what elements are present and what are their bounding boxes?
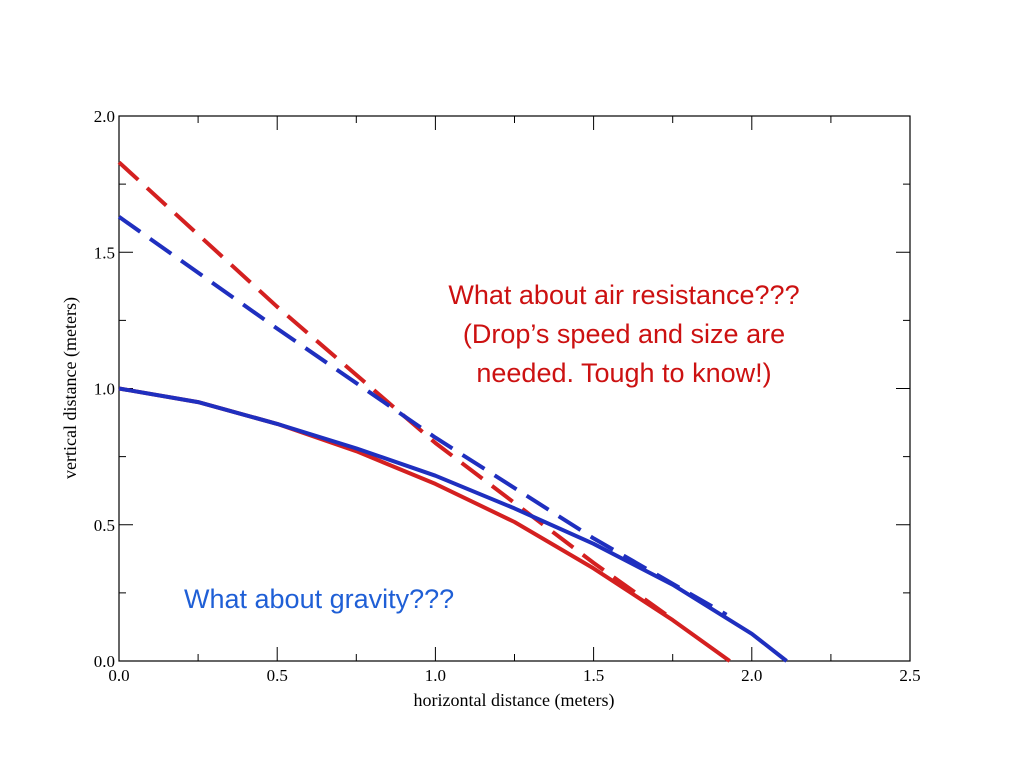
annotation-line: needed. Tough to know!) [476,358,771,388]
y-tick-label: 1.5 [94,243,115,262]
series-line-2 [117,215,728,617]
annotation-line: (Drop’s speed and size are [463,319,785,349]
plot-frame [118,115,911,662]
annotation-line: What about air resistance??? [448,280,799,310]
series-layer [117,160,788,663]
y-tick-label: 1.0 [94,380,115,399]
x-tick-label: 0.5 [267,666,288,685]
x-tick-label: 2.5 [899,666,920,685]
annotation-air-resistance: What about air resistance??? (Drop’s spe… [448,280,799,388]
series-line-4 [118,386,788,663]
y-tick-label: 0.5 [94,516,115,535]
axes: 0.0 0.5 1.0 1.5 2.0 2.5 0.0 0.5 1.0 1.5 2.0 [94,107,921,685]
annotation-line: What about gravity??? [184,584,454,614]
annotation-gravity: What about gravity??? [184,584,454,614]
x-tick-label: 1.5 [583,666,604,685]
y-tick-label: 2.0 [94,107,115,126]
x-tick-label: 1.0 [425,666,446,685]
y-tick-label: 0.0 [94,652,115,671]
y-axis-label: vertical distance (meters) [60,297,81,479]
x-tick-label: 0.0 [108,666,129,685]
x-tick-label: 2.0 [741,666,762,685]
x-axis-label: horizontal distance (meters) [414,690,615,711]
series-line-3 [118,386,731,663]
series-line-1 [117,160,668,617]
